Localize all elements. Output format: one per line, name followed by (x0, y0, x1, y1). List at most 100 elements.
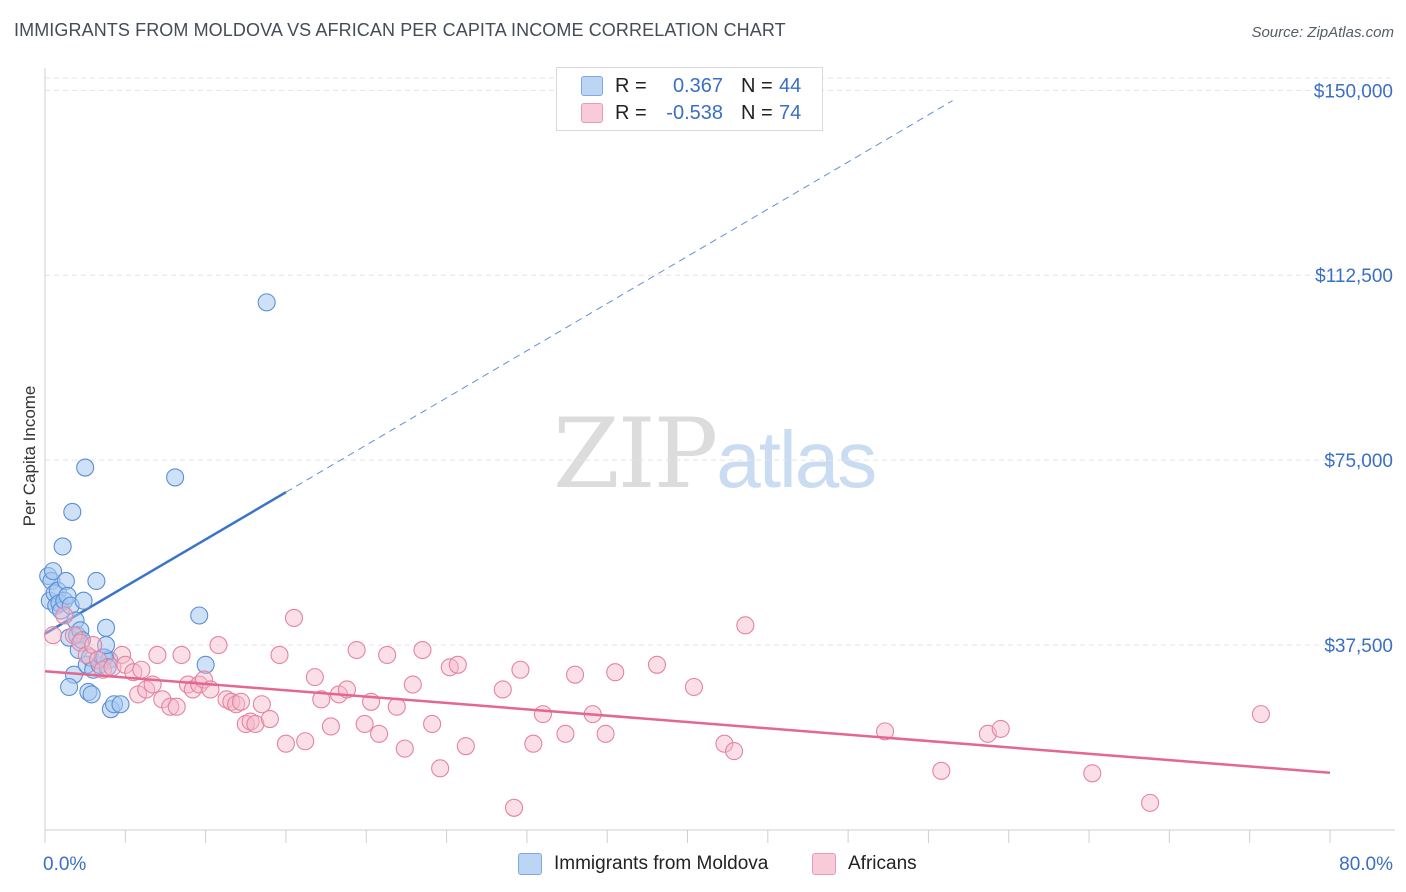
point-africans (715, 734, 734, 753)
bottom-legend-moldova: Immigrants from Moldova (518, 851, 768, 877)
watermark: ZIPatlas (553, 398, 877, 510)
point-africans (231, 692, 251, 711)
point-moldova (166, 468, 185, 487)
point-africans (493, 680, 512, 699)
point-africans (77, 645, 96, 664)
point-africans (566, 665, 585, 684)
point-africans (284, 608, 304, 628)
point-africans (413, 640, 432, 660)
legend-swatch-africans (581, 103, 603, 123)
x-tick-label-max: 80.0% (1339, 854, 1393, 875)
point-moldova (82, 685, 101, 704)
point-africans (378, 645, 397, 664)
point-africans (227, 695, 246, 714)
point-africans (252, 695, 271, 714)
chart-title: IMMIGRANTS FROM MOLDOVA VS AFRICAN PER C… (14, 20, 786, 40)
axes (44, 68, 1395, 843)
legend-n-value: 44 (779, 74, 802, 97)
legend-r-label: R = (615, 74, 647, 97)
point-africans (1083, 764, 1102, 783)
legend-row-africans: R = -0.538 N = 74 (581, 101, 801, 125)
bottom-legend-swatch-moldova (518, 853, 542, 875)
point-africans (172, 645, 191, 664)
legend-n-label: N = (741, 101, 773, 124)
point-africans (161, 697, 180, 716)
legend-swatch-moldova (581, 76, 603, 96)
series-africans (43, 606, 1270, 817)
y-axis-label: Per Capita Income (20, 385, 39, 527)
y-tick-label: $37,500 (1324, 636, 1393, 657)
point-africans (64, 626, 83, 645)
legend-row-moldova: R = 0.367 N = 44 (581, 74, 801, 98)
watermark-atlas: atlas (716, 415, 877, 504)
point-africans (876, 722, 895, 741)
point-africans (387, 697, 406, 716)
watermark-zip: ZIP (553, 398, 718, 510)
point-africans (606, 663, 625, 682)
point-africans (167, 697, 186, 716)
point-africans (932, 761, 951, 780)
legend-r-label: R = (615, 101, 647, 124)
point-africans (321, 717, 340, 736)
bottom-legend-swatch-africans (812, 853, 836, 875)
point-moldova (60, 677, 79, 697)
point-moldova (96, 618, 116, 637)
point-africans (556, 724, 575, 743)
point-africans (423, 714, 442, 734)
point-africans (355, 714, 374, 734)
point-africans (113, 645, 132, 664)
legend-n-label: N = (741, 74, 773, 97)
point-africans (684, 677, 703, 697)
trend-line-moldova (44, 100, 953, 635)
trend-moldova-dashed (285, 100, 953, 493)
point-moldova (111, 695, 130, 714)
point-africans (1141, 793, 1160, 812)
point-africans (456, 737, 475, 756)
point-africans (347, 640, 366, 660)
trend-moldova-solid (44, 491, 287, 635)
tick-labels: $37,500 $75,000 $112,500 $150,000 0.0% 80.0% (43, 81, 1393, 875)
point-africans (524, 734, 543, 753)
point-africans (236, 714, 255, 734)
point-africans (270, 645, 289, 664)
point-moldova (53, 537, 72, 556)
y-tick-label: $150,000 (1314, 81, 1393, 102)
x-tick-label-min: 0.0% (43, 854, 86, 875)
point-africans (431, 759, 450, 778)
point-africans (209, 636, 228, 655)
point-africans (217, 690, 236, 709)
point-moldova (196, 655, 215, 674)
point-africans (246, 714, 265, 734)
point-africans (448, 655, 467, 674)
point-africans (276, 734, 295, 753)
chart-source: Source: ZipAtlas.com (1251, 24, 1394, 41)
point-africans (132, 660, 151, 679)
point-africans (736, 616, 755, 635)
point-africans (88, 650, 108, 669)
point-africans (260, 709, 279, 729)
legend-n-value: 74 (779, 101, 802, 124)
legend-r-value: -0.538 (666, 101, 723, 124)
point-moldova (74, 591, 93, 610)
bottom-legend-label-africans: Africans (848, 853, 917, 874)
trend-africans-solid (44, 669, 1331, 775)
point-africans (43, 626, 63, 645)
correlation-legend: R = 0.367 N = 44 R = -0.538 N = 74 (556, 67, 823, 131)
point-africans (533, 705, 552, 724)
point-africans (55, 606, 74, 625)
point-moldova (190, 606, 209, 625)
point-africans (596, 724, 615, 743)
point-moldova (257, 293, 276, 312)
point-africans (312, 690, 331, 709)
point-africans (403, 675, 422, 694)
point-moldova (43, 562, 63, 581)
y-tick-label: $75,000 (1324, 451, 1393, 472)
point-moldova (76, 458, 95, 477)
point-africans (504, 798, 524, 817)
y-tick-label: $112,500 (1315, 266, 1393, 287)
point-africans (84, 636, 103, 655)
point-africans (241, 712, 260, 731)
grid-lines (45, 77, 1395, 646)
point-africans (991, 719, 1010, 738)
